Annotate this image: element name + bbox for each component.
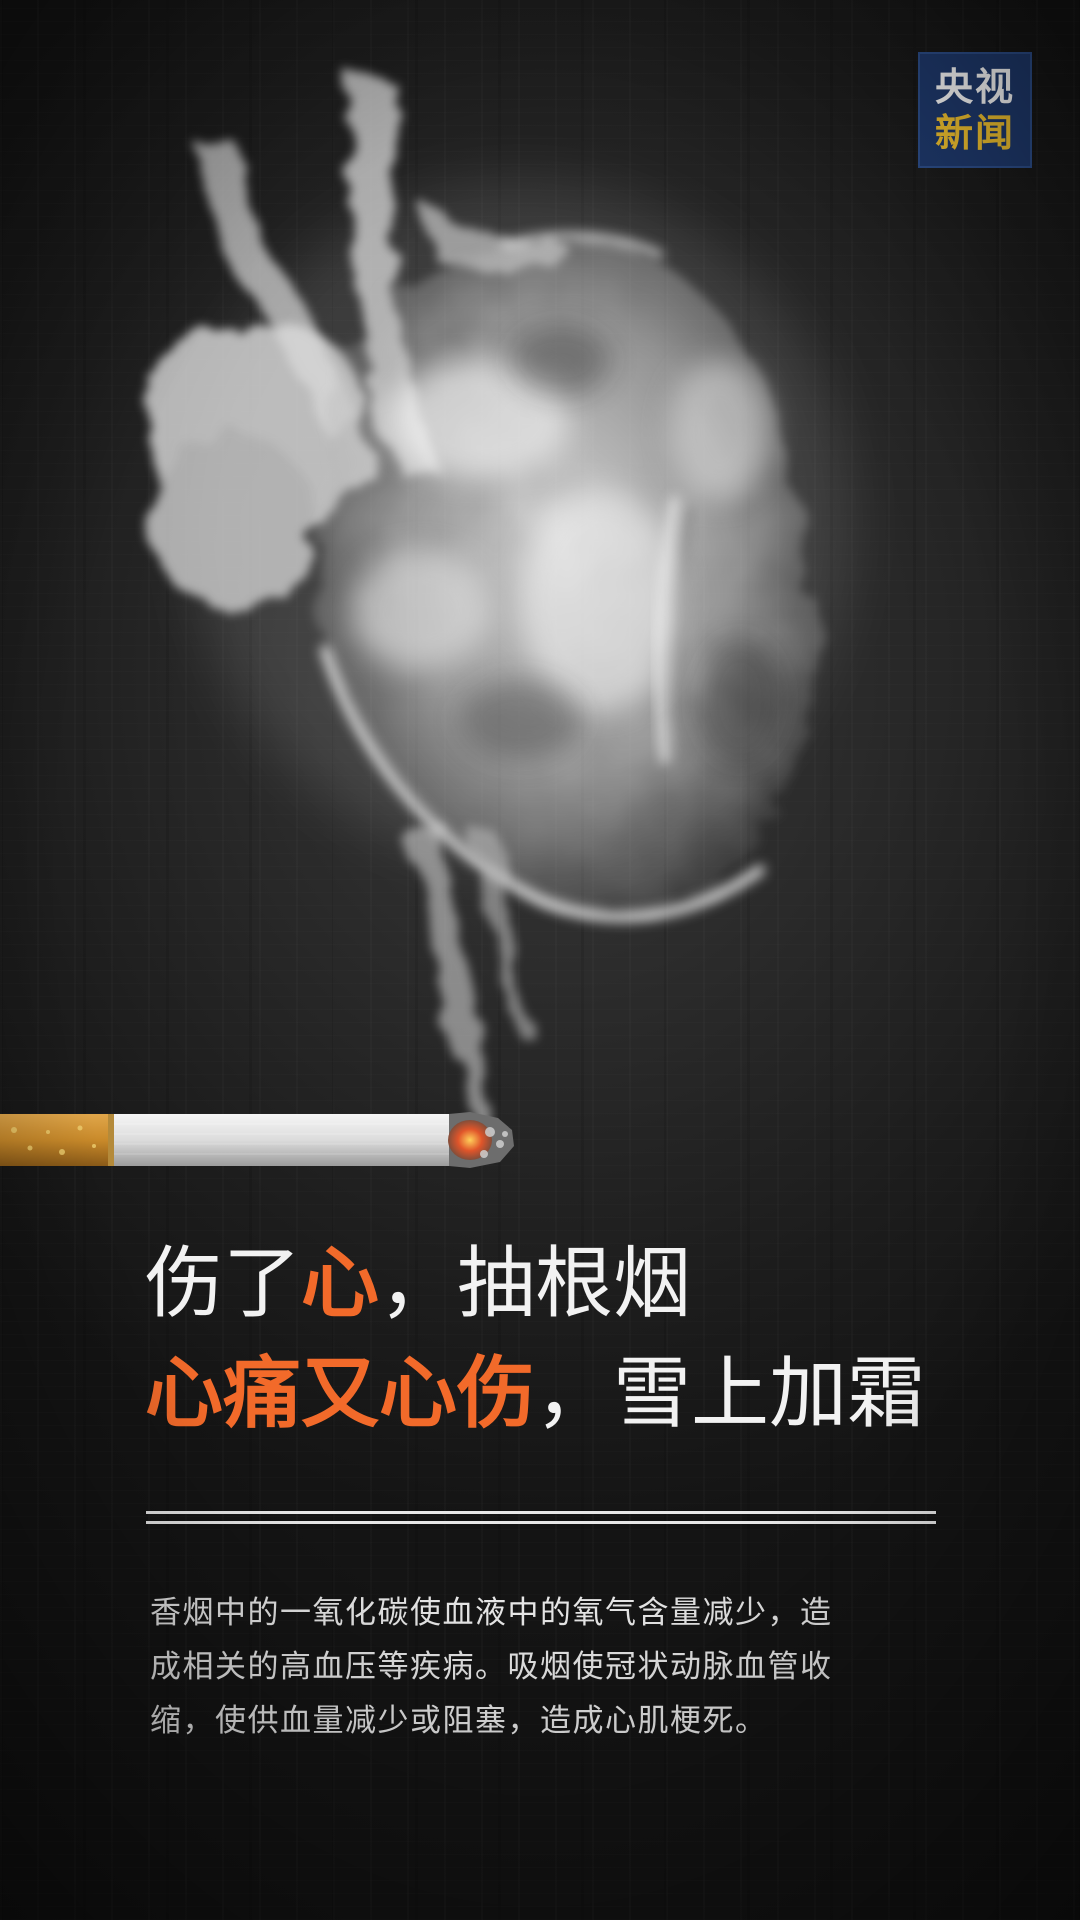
- headline-1-part-3: ，抽根烟: [379, 1239, 692, 1329]
- headline-2-part-2: ，雪上加霜: [535, 1349, 926, 1439]
- divider-rule-top: [146, 1511, 936, 1514]
- headline-line-2: 心痛又心伤，雪上加霜: [145, 1355, 925, 1433]
- body-paragraph: 香烟中的一氧化碳使血液中的氧气含量减少，造 成相关的高血压等疾病。吸烟使冠状动脉…: [150, 1586, 950, 1748]
- cigarette-image: [0, 1112, 514, 1168]
- headline-1-part-2: 心: [301, 1239, 380, 1329]
- body-line-1: 香烟中的一氧化碳使血液中的氧气含量减少，造: [150, 1595, 833, 1631]
- headline-1-part-1: 伤了: [145, 1239, 302, 1329]
- body-line-3: 缩，使供血量减少或阻塞，造成心肌梗死。: [150, 1703, 768, 1739]
- smoke-heart-image: [145, 80, 850, 1125]
- logo-line-1: 央视: [934, 65, 1015, 109]
- logo-line-2: 新闻: [934, 111, 1015, 155]
- divider-rule-bottom: [146, 1521, 936, 1524]
- body-line-2: 成相关的高血压等疾病。吸烟使冠状动脉血管收: [150, 1649, 833, 1685]
- double-divider: [146, 1511, 936, 1525]
- cctv-news-logo: 央视 新闻: [918, 52, 1032, 168]
- headline-line-1: 伤了心，抽根烟: [145, 1245, 691, 1323]
- headline-2-part-1: 心痛又心伤: [145, 1349, 536, 1439]
